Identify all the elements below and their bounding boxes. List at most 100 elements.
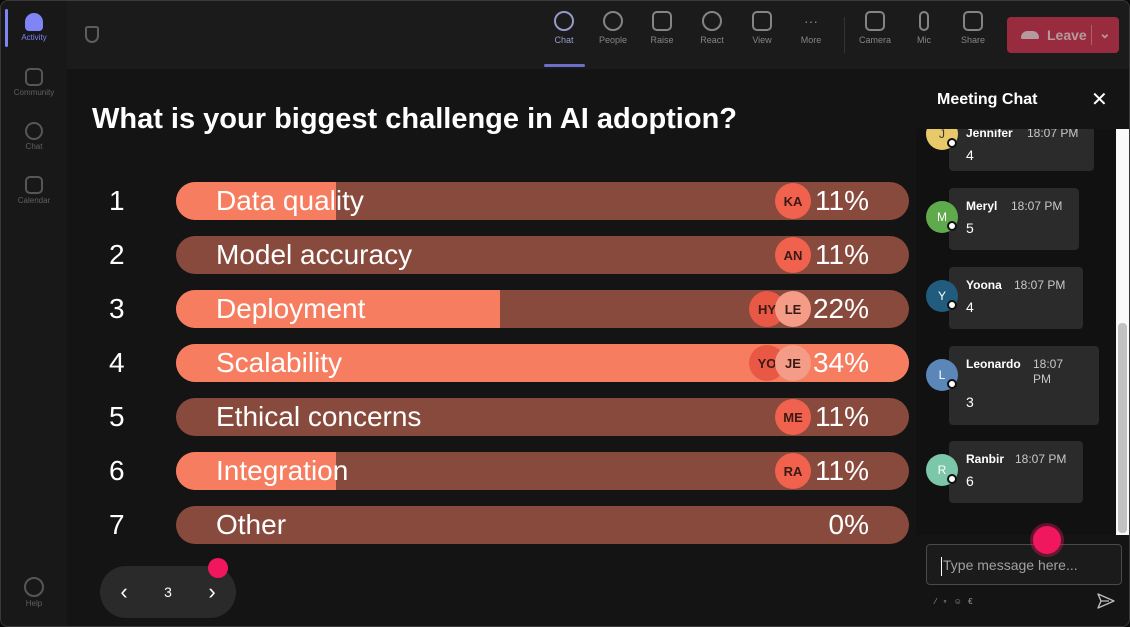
poll-option-label: Deployment: [216, 293, 366, 324]
rail-item-label: Chat: [25, 142, 43, 151]
chat-panel-title: Meeting Chat: [937, 91, 1038, 108]
toolbar-label: React: [700, 35, 724, 45]
format-icons[interactable]: ⁄ ∘ ☺ €: [935, 597, 975, 606]
meeting-toolbar: [67, 1, 1129, 69]
poll-question: What is your biggest challenge in AI ado…: [92, 103, 738, 135]
rail-item-activity[interactable]: Activity: [1, 13, 67, 42]
poll-option-bar: Scalability 34% YO JE: [176, 344, 909, 382]
rail-active-indicator: [5, 9, 8, 47]
poll-option[interactable]: 6 Integration 11% RA: [1, 452, 909, 490]
poll-option-percent: 0%: [828, 509, 869, 540]
prev-page-button[interactable]: ‹: [120, 579, 128, 604]
leave-divider: [1091, 25, 1092, 45]
pointer-indicator: [1033, 526, 1061, 554]
send-icon[interactable]: [1097, 593, 1115, 609]
voter-avatar: RA: [775, 453, 811, 489]
chat-sender-name: Yoona: [966, 278, 1002, 292]
leave-button[interactable]: Leave ⌄: [1007, 17, 1119, 53]
rail-item-community[interactable]: Community: [1, 68, 67, 97]
help-button[interactable]: Help: [1, 577, 67, 608]
voter-avatar: AN: [775, 237, 811, 273]
chat-message-text: 6: [966, 473, 974, 489]
chat-message[interactable]: Yoona 18:07 PM 4: [949, 267, 1083, 329]
poll-option-bar: Model accuracy 11% AN: [176, 236, 909, 274]
presence-status-icon: [947, 221, 957, 231]
rail-item-calendar[interactable]: Calendar: [1, 176, 67, 205]
chat-sender-name: Jennifer: [966, 129, 1013, 140]
next-page-button[interactable]: ›: [208, 579, 216, 604]
chat-timestamp: 18:07 PM: [1014, 278, 1066, 292]
chat-message-list[interactable]: Jennifer 18:07 PM 4 J Meryl 18:07 PM 5 M Yoona 18…: [916, 129, 1116, 535]
toolbar-label: Share: [960, 35, 986, 45]
poll-option[interactable]: 1 Data quality 11% KA: [1, 182, 909, 220]
presence-status-icon: [947, 379, 957, 389]
toolbar-mic-button[interactable]: Mic: [899, 11, 949, 45]
chat-timestamp: 18:07 PM: [1033, 357, 1064, 386]
grid-icon: [752, 11, 772, 31]
toolbar-people-button[interactable]: People: [588, 11, 638, 45]
chat-message[interactable]: Ranbir 18:07 PM 6: [949, 441, 1083, 503]
chat-message-text: 4: [966, 147, 974, 163]
voter-avatar: JE: [775, 345, 811, 381]
toolbar-react-button[interactable]: React: [687, 11, 737, 45]
poll-option-number: 1: [109, 185, 125, 216]
poll-option-label: Integration: [216, 455, 349, 486]
chat-message-input[interactable]: Type message here...: [926, 544, 1122, 585]
pointer-indicator: [208, 558, 228, 578]
chevron-down-icon[interactable]: ⌄: [1099, 25, 1111, 41]
poll-option[interactable]: 2 Model accuracy 11% AN: [1, 236, 909, 274]
poll-option-number: 2: [109, 239, 125, 270]
poll-option-percent: 11%: [815, 239, 869, 270]
help-icon: [24, 577, 44, 597]
toolbar-label: Chat: [554, 35, 574, 45]
toolbar-share-button[interactable]: Share: [948, 11, 998, 45]
toolbar-view-button[interactable]: View: [737, 11, 787, 45]
poll-option[interactable]: 3 Deployment 22% HY LE: [1, 290, 909, 328]
calendar-icon: [25, 176, 43, 194]
poll-option-number: 6: [109, 455, 125, 486]
chat-panel-header: Meeting Chat ✕: [916, 69, 1129, 129]
chat-panel: Jennifer 18:07 PM 4 J Meryl 18:07 PM 5 M Yoona 18…: [916, 69, 1129, 626]
toolbar-more-button[interactable]: ··· More: [786, 11, 836, 45]
toolbar-raise-button[interactable]: Raise: [637, 11, 687, 45]
bell-icon: [25, 13, 43, 31]
poll-option[interactable]: 7 Other 0%: [1, 506, 909, 544]
chat-scrollbar-thumb[interactable]: [1118, 323, 1127, 533]
chat-icon: [554, 11, 574, 31]
chat-timestamp: 18:07 PM: [1011, 199, 1063, 213]
mic-icon: [919, 11, 929, 31]
poll-option-percent: 11%: [815, 401, 869, 432]
community-icon: [25, 68, 43, 86]
more-icon: ···: [804, 13, 818, 29]
poll-option-bar: Deployment 22% HY LE: [176, 290, 909, 328]
poll-option-bar: Integration 11% RA: [176, 452, 909, 490]
poll-option-label: Data quality: [216, 185, 364, 216]
rail-item-chat[interactable]: Chat: [1, 122, 67, 151]
poll-option-label: Scalability: [216, 347, 343, 378]
presence-status-icon: [947, 474, 957, 484]
chat-messages: Jennifer 18:07 PM 4 J Meryl 18:07 PM 5 M Yoona 18…: [916, 129, 1116, 535]
chat-sender-name: Ranbir: [966, 452, 1005, 466]
poll-option-label: Ethical concerns: [216, 401, 422, 432]
poll-option[interactable]: 5 Ethical concerns 11% ME: [1, 398, 909, 436]
page-number: 3: [164, 584, 172, 600]
chat-message-text: 4: [966, 299, 974, 315]
toolbar-camera-button[interactable]: Camera: [850, 11, 900, 45]
toolbar-chat-button[interactable]: Chat: [539, 11, 589, 45]
smiley-icon: [702, 11, 722, 31]
poll-option[interactable]: 4 Scalability 34% YO JE: [1, 344, 909, 382]
leave-label: Leave: [1047, 27, 1087, 43]
toolbar-label: More: [800, 35, 822, 45]
chat-message[interactable]: Leonardo 18:07 PM 3: [949, 346, 1099, 425]
share-icon: [963, 11, 983, 31]
chat-message-text: 3: [966, 394, 974, 410]
chat-message[interactable]: Jennifer 18:07 PM 4: [949, 129, 1094, 171]
chat-timestamp: 18:07 PM: [1015, 452, 1067, 466]
voter-avatar: ME: [775, 399, 811, 435]
poll-option-percent: 34%: [812, 347, 869, 378]
toolbar-label: Camera: [858, 35, 891, 45]
app-rail: [1, 1, 67, 626]
chat-message[interactable]: Meryl 18:07 PM 5: [949, 188, 1079, 250]
close-icon[interactable]: ✕: [1091, 89, 1108, 111]
